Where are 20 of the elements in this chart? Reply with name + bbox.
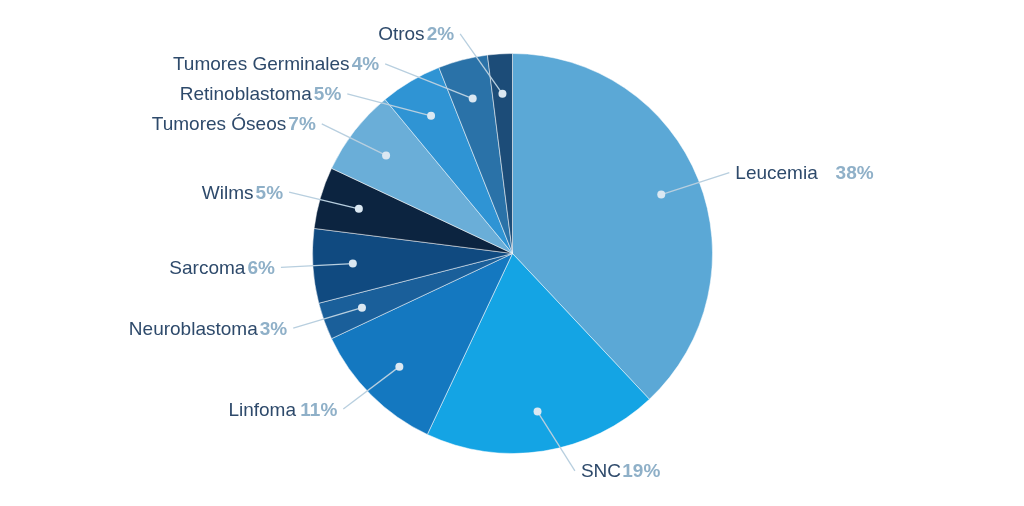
slice-label: Tumores Germinales — [172, 53, 350, 75]
data-label: 5% — [255, 181, 284, 203]
slice-label: Retinoblastoma — [179, 83, 313, 105]
data-label: 7% — [288, 113, 316, 135]
data-label: 19% — [622, 460, 661, 482]
slice-label: Linfoma — [228, 398, 297, 420]
data-label: 11% — [300, 398, 338, 420]
data-label: 4% — [351, 53, 380, 75]
slice-label: Leucemia — [735, 162, 819, 184]
data-label: 6% — [247, 256, 276, 278]
data-label: 5% — [313, 83, 342, 105]
slice-label: SNC — [580, 460, 622, 482]
slice-label: Wilms — [201, 181, 254, 203]
data-label: 3% — [259, 317, 288, 339]
data-label: 38% — [835, 162, 874, 184]
slice-label: Otros — [378, 23, 425, 45]
data-label: 2% — [426, 23, 455, 45]
slice-label: Tumores Óseos — [151, 113, 287, 135]
slice-label: Sarcoma — [169, 256, 246, 278]
slice-label: Neuroblastoma — [128, 317, 259, 339]
